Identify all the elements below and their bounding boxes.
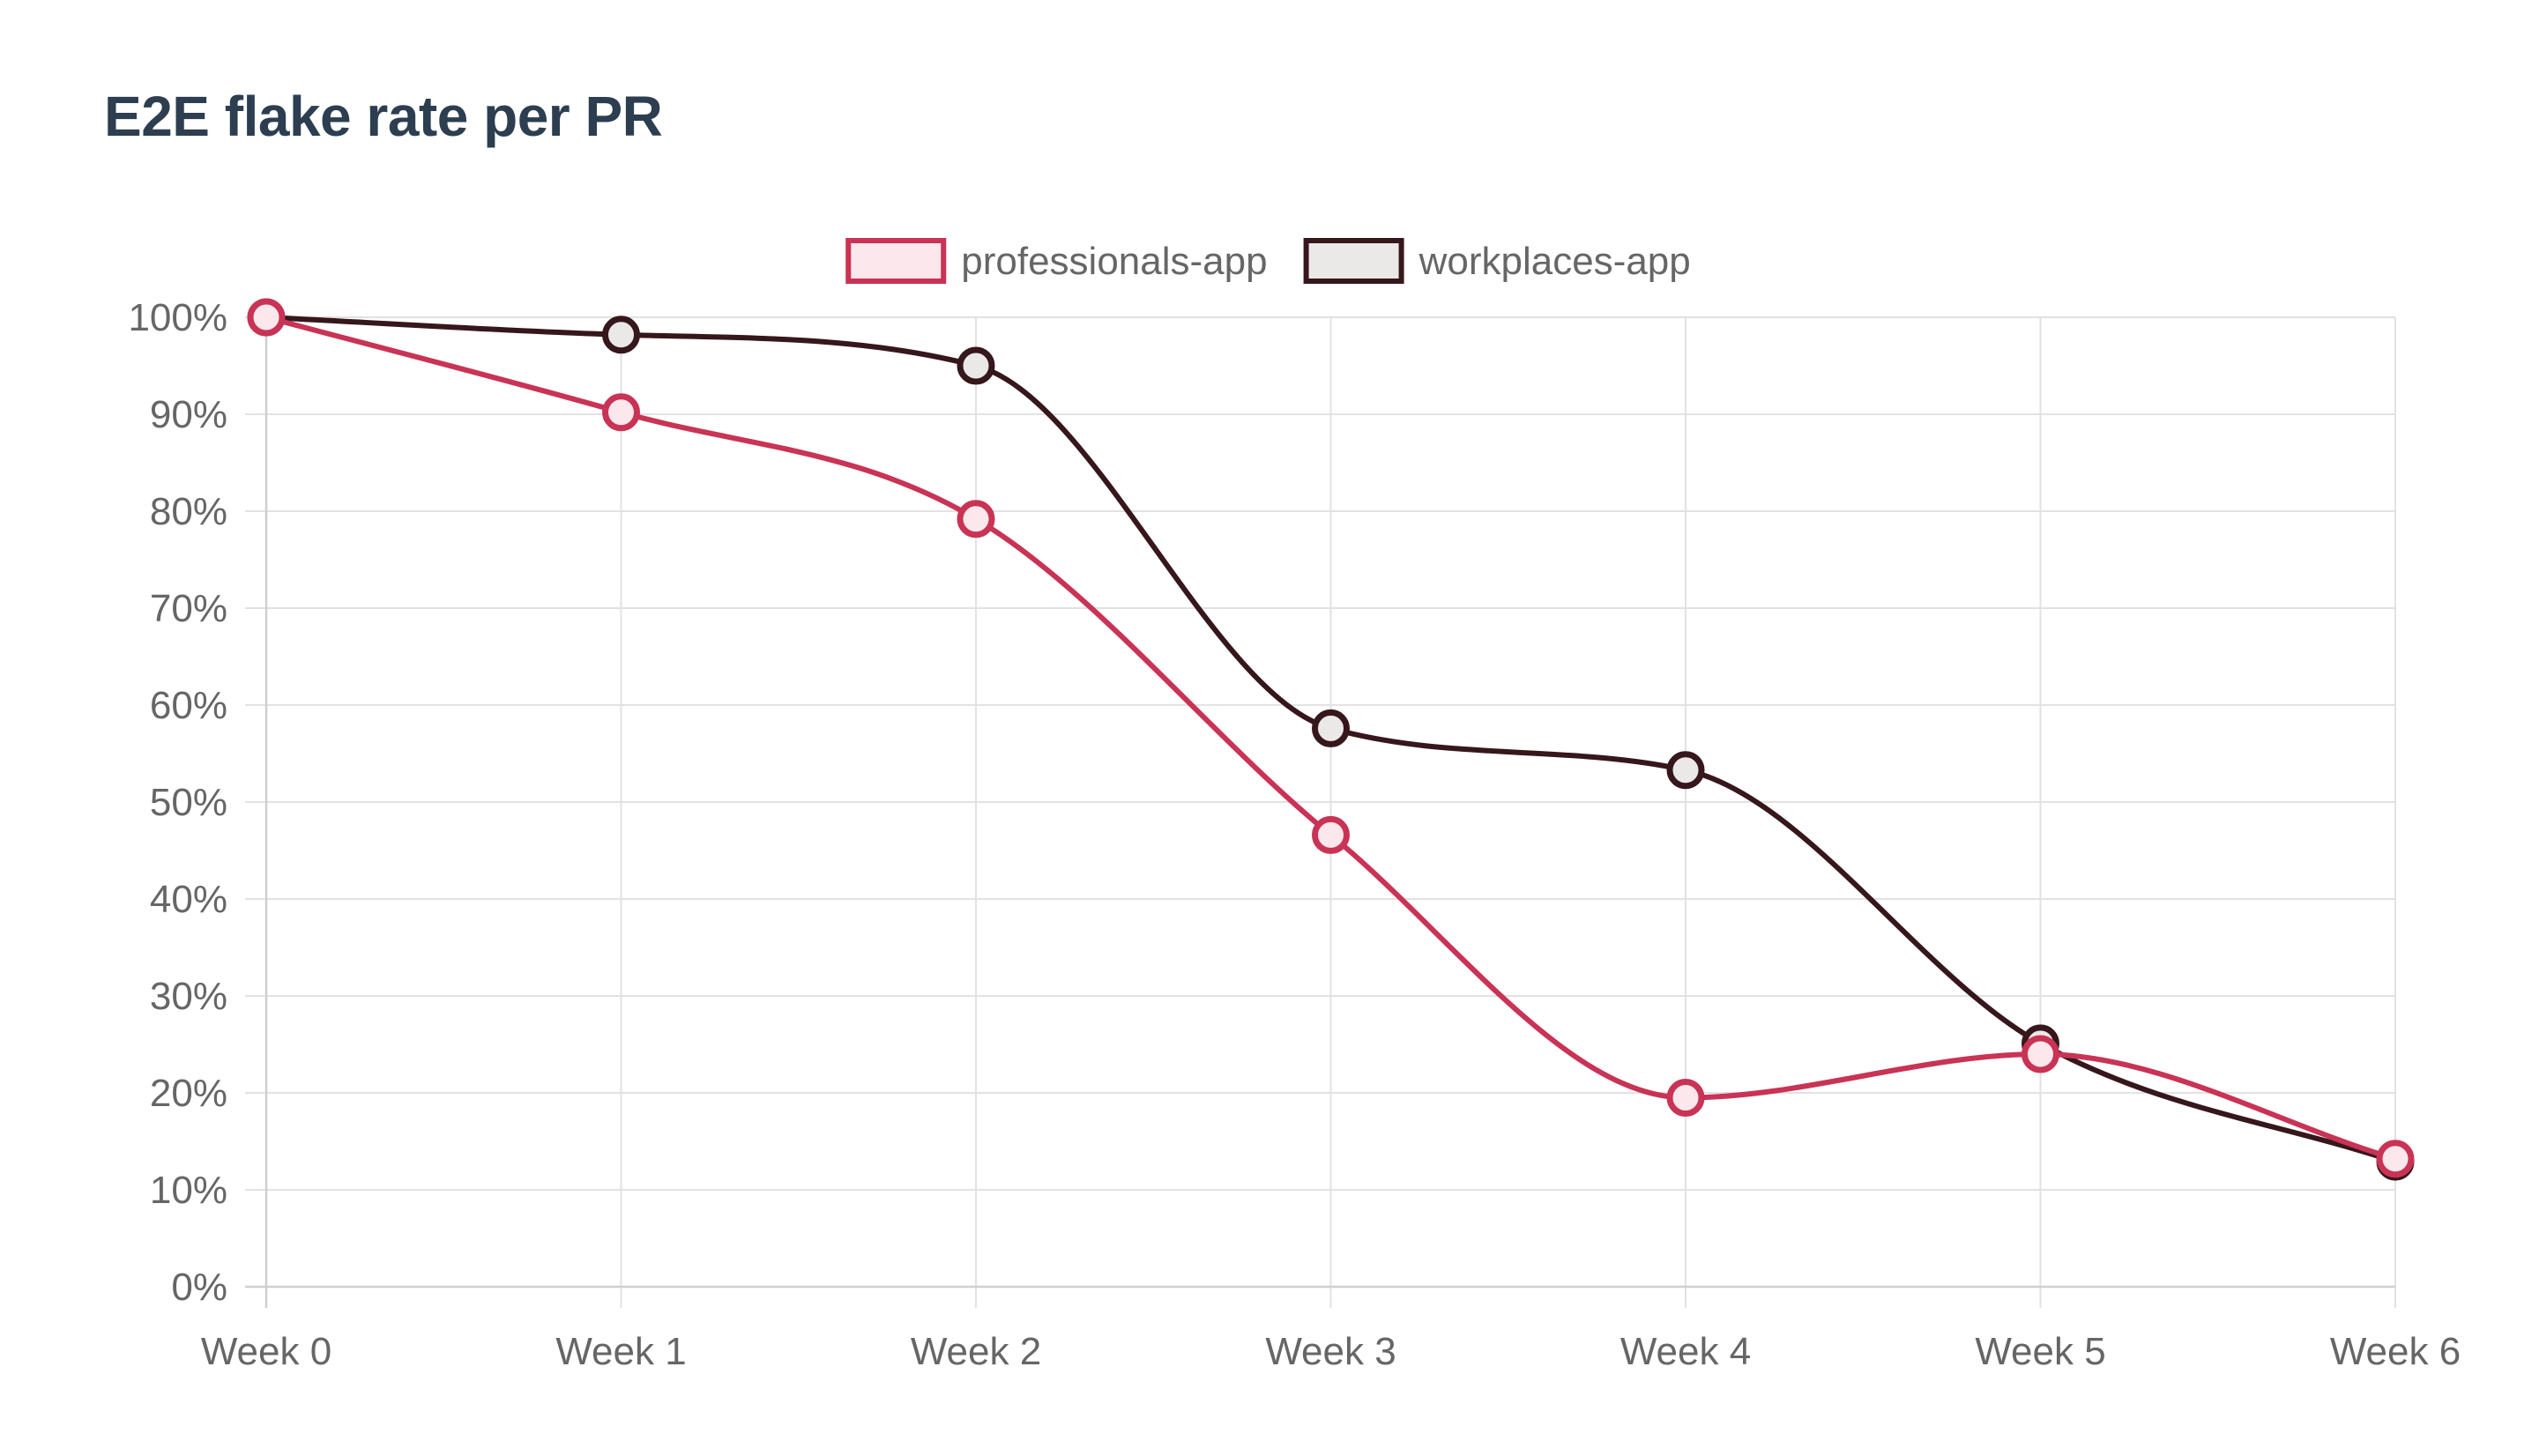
data-point[interactable] [247,298,286,337]
y-tick-label: 10% [150,1169,227,1212]
y-tick-label: 40% [150,878,227,921]
y-tick-label: 100% [128,296,227,339]
legend[interactable]: professionals-app workplaces-app [845,238,1691,284]
legend-item-professionals-app[interactable]: professionals-app [845,238,1268,284]
legend-label: workplaces-app [1418,240,1691,283]
data-point[interactable] [2022,1035,2059,1073]
y-tick-label: 80% [150,490,227,533]
data-point[interactable] [2376,1140,2415,1178]
data-point[interactable] [602,316,640,354]
series-professionals-app [247,298,2415,1178]
y-tick-label: 20% [150,1072,227,1115]
x-tick-label: Week 5 [1975,1330,2105,1373]
legend-item-workplaces-app[interactable]: workplaces-app [1303,238,1691,284]
data-point[interactable] [957,346,995,385]
data-point[interactable] [1666,1079,1705,1117]
y-axis-ticks: 0% 10% 20% 30% 40% 50% 60% 70% 80% 90% 100% [128,296,227,1309]
legend-swatch [845,238,947,284]
x-tick-label: Week 6 [2330,1330,2461,1373]
data-point[interactable] [1312,815,1350,854]
x-tick-label: Week 2 [911,1330,1041,1373]
axes [245,317,2395,1308]
series [247,298,2415,1181]
data-point[interactable] [1312,709,1350,747]
grid [245,316,2396,1308]
y-tick-label: 70% [150,587,227,630]
data-point[interactable] [957,500,995,539]
data-point[interactable] [602,393,640,432]
y-tick-label: 30% [150,975,227,1018]
y-tick-label: 50% [150,781,227,824]
x-axis-ticks: Week 0 Week 1 Week 2 Week 3 Week 4 Week 5 Week… [201,1330,2461,1373]
x-tick-label: Week 3 [1265,1330,1396,1373]
legend-swatch [1303,238,1404,284]
legend-label: professionals-app [961,240,1267,283]
data-point[interactable] [1666,751,1705,790]
x-tick-label: Week 1 [555,1330,686,1373]
x-tick-label: Week 4 [1620,1330,1751,1373]
chart-title: E2E flake rate per PR [104,85,663,148]
y-tick-label: 90% [150,393,227,436]
x-tick-label: Week 0 [201,1330,331,1373]
y-tick-label: 0% [171,1266,227,1309]
y-tick-label: 60% [150,684,227,727]
